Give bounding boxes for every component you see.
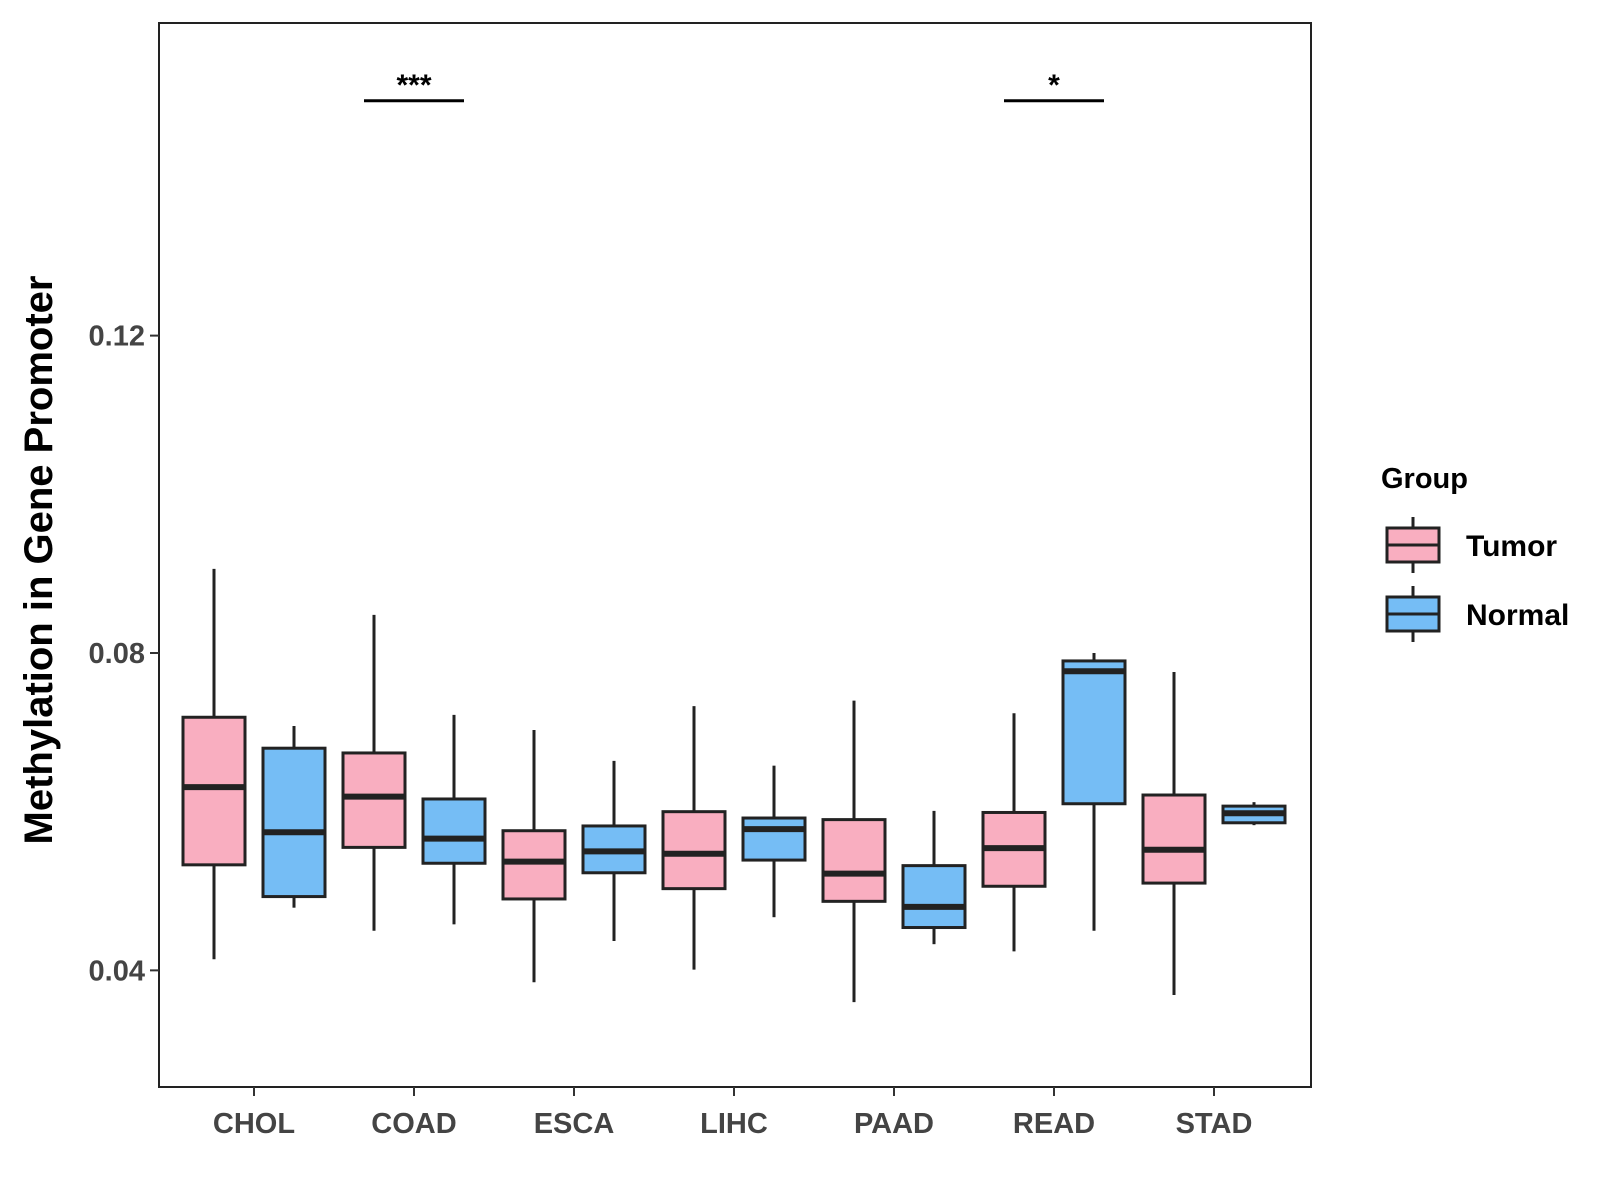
box-normal-coad	[421, 714, 487, 925]
box-tumor-stad	[1141, 672, 1207, 995]
box-normal-stad	[1221, 802, 1287, 826]
axes: 0.04 0.08 0.12 CHOL COAD ESCA LIHC PAAD READ STAD	[89, 321, 1253, 1140]
box-tumor-chol	[181, 568, 247, 960]
box-tumor-paad	[821, 700, 887, 1003]
y-axis-title: Methylation in Gene Promoter	[17, 276, 61, 845]
x-tick-label: COAD	[371, 1108, 456, 1140]
legend: Group Tumor Normal	[1381, 463, 1569, 642]
x-tick-label: CHOL	[213, 1108, 295, 1140]
y-tick-label: 0.04	[89, 955, 145, 987]
box-body	[661, 810, 727, 891]
box-tumor-coad	[341, 614, 407, 931]
x-tick-label: READ	[1013, 1108, 1095, 1140]
legend-label: Tumor	[1466, 530, 1557, 563]
y-tick-label: 0.12	[89, 321, 145, 353]
box-body	[341, 751, 407, 849]
box-body	[181, 715, 247, 867]
significance-label: ***	[396, 69, 431, 102]
box-body	[261, 746, 327, 899]
box-normal-read	[1061, 652, 1127, 931]
y-tick-label: 0.08	[89, 638, 145, 670]
legend-item-normal: Normal	[1385, 586, 1569, 642]
x-tick-label: LIHC	[700, 1108, 768, 1140]
x-tick-label: PAAD	[854, 1108, 934, 1140]
box-normal-esca	[581, 760, 647, 942]
box-body	[501, 829, 567, 901]
box-body	[1061, 659, 1127, 806]
legend-title: Group	[1381, 463, 1468, 495]
legend-label: Normal	[1466, 599, 1569, 632]
box-normal-lihc	[741, 765, 807, 918]
box-body	[421, 797, 487, 865]
x-tick-label: ESCA	[534, 1108, 615, 1140]
box-body	[741, 816, 807, 862]
box-tumor-lihc	[661, 706, 727, 970]
box-normal-paad	[901, 810, 967, 945]
legend-item-tumor: Tumor	[1385, 517, 1557, 573]
plot-area: *** *	[181, 69, 1287, 1003]
box-body	[901, 864, 967, 930]
box-tumor-esca	[501, 729, 567, 983]
box-body	[821, 818, 887, 903]
box-normal-chol	[261, 725, 327, 908]
box-tumor-read	[981, 713, 1047, 952]
box-body	[1141, 793, 1207, 885]
x-tick-label: STAD	[1176, 1108, 1253, 1140]
significance-label: *	[1048, 69, 1060, 102]
